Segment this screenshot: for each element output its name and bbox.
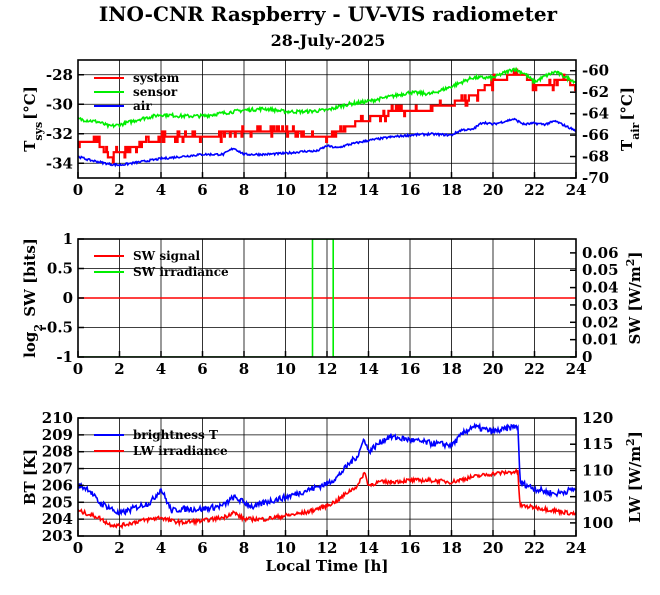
y-tick-label-right: 120 bbox=[582, 409, 613, 427]
y-tick-label-left: 209 bbox=[42, 426, 73, 444]
y-tick-label-right: -66 bbox=[582, 126, 609, 144]
x-tick-label: 18 bbox=[441, 360, 462, 378]
y-tick-label-right: 115 bbox=[582, 435, 613, 453]
x-tick-label: 4 bbox=[156, 539, 166, 557]
x-tick-label: 18 bbox=[441, 539, 462, 557]
y-tick-label-right: 0.05 bbox=[582, 261, 619, 279]
y-tick-label-right: 0.02 bbox=[582, 313, 619, 331]
y-tick-label-right: -70 bbox=[582, 169, 609, 187]
x-tick-label: 20 bbox=[483, 360, 504, 378]
y-tick-label-left: -32 bbox=[46, 125, 73, 143]
y-axis-label-right: LW [W/m2] bbox=[624, 431, 645, 523]
x-axis-label: Local Time [h] bbox=[266, 557, 389, 575]
y-tick-label-left: -34 bbox=[46, 154, 73, 172]
x-tick-label: 14 bbox=[358, 181, 379, 199]
y-tick-label-left: 210 bbox=[42, 409, 73, 427]
x-tick-label: 0 bbox=[73, 539, 83, 557]
y-tick-label-left: 205 bbox=[42, 493, 73, 511]
x-tick-label: 22 bbox=[524, 360, 545, 378]
y-tick-label-right: -60 bbox=[582, 62, 609, 80]
x-tick-label: 20 bbox=[483, 181, 504, 199]
x-tick-label: 12 bbox=[317, 181, 338, 199]
x-tick-label: 6 bbox=[197, 539, 207, 557]
x-tick-label: 12 bbox=[317, 539, 338, 557]
y-tick-label-right: -64 bbox=[582, 105, 609, 123]
legend-label: brightness T bbox=[133, 428, 218, 442]
legend-label: sensor bbox=[133, 85, 178, 99]
y-tick-label-left: 208 bbox=[42, 443, 73, 461]
y-tick-label-right: -62 bbox=[582, 83, 609, 101]
x-tick-label: 22 bbox=[524, 181, 545, 199]
y-tick-label-right: -68 bbox=[582, 148, 609, 166]
x-tick-label: 2 bbox=[114, 539, 124, 557]
series-line-brightness-t bbox=[78, 422, 576, 517]
y-tick-label-right: 0.04 bbox=[582, 279, 619, 297]
chart-panel-1: 0 2 4 6 8 10 12 14 16 18 20 22 24-34-32-30-28-70-68-… bbox=[21, 59, 642, 199]
y-tick-label-left: 0.5 bbox=[47, 260, 73, 278]
x-tick-label: 20 bbox=[483, 539, 504, 557]
x-tick-label: 16 bbox=[400, 360, 421, 378]
x-tick-label: 24 bbox=[566, 360, 587, 378]
y-tick-label-right: 0.03 bbox=[582, 296, 619, 314]
x-tick-label: 16 bbox=[400, 181, 421, 199]
series-line-system bbox=[78, 68, 576, 164]
y-tick-label-right: 110 bbox=[582, 461, 613, 479]
x-tick-label: 10 bbox=[275, 181, 296, 199]
legend-label: system bbox=[133, 71, 180, 85]
y-axis-label-right: Tair[°C] bbox=[618, 87, 642, 151]
legend-label: SW irradiance bbox=[133, 265, 229, 279]
x-tick-label: 24 bbox=[566, 181, 587, 199]
y-tick-label-left: 0 bbox=[63, 289, 73, 307]
y-tick-label-left: 206 bbox=[42, 476, 73, 494]
series-line-air bbox=[78, 117, 576, 168]
y-tick-label-right: 105 bbox=[582, 488, 613, 506]
y-tick-label-right: 0 bbox=[582, 348, 592, 366]
x-tick-label: 22 bbox=[524, 539, 545, 557]
x-tick-label: 0 bbox=[73, 181, 83, 199]
x-tick-label: 2 bbox=[114, 360, 124, 378]
y-tick-label-right: 100 bbox=[582, 514, 613, 532]
x-tick-label: 10 bbox=[275, 539, 296, 557]
y-tick-label-left: 1 bbox=[63, 230, 73, 248]
figure-title: INO-CNR Raspberry - UV-VIS radiometer bbox=[99, 2, 558, 26]
chart-panel-2: 0 2 4 6 8 10 12 14 16 18 20 22 24-1-0.500.5100.010.0… bbox=[21, 230, 644, 378]
x-tick-label: 0 bbox=[73, 360, 83, 378]
y-tick-label-left: -1 bbox=[56, 348, 73, 366]
series-line-sensor bbox=[78, 66, 576, 130]
legend-label: SW signal bbox=[133, 249, 201, 263]
y-tick-label-left: -28 bbox=[46, 66, 73, 84]
x-tick-label: 4 bbox=[156, 360, 166, 378]
y-axis-label-right: SW [W/m2] bbox=[624, 252, 645, 345]
y-tick-label-left: -0.5 bbox=[41, 319, 73, 337]
y-tick-label-right: 0.06 bbox=[582, 244, 619, 262]
x-tick-label: 10 bbox=[275, 360, 296, 378]
y-tick-label-left: -30 bbox=[46, 95, 73, 113]
y-tick-label-left: 207 bbox=[42, 460, 73, 478]
x-tick-label: 8 bbox=[239, 539, 249, 557]
x-tick-label: 14 bbox=[358, 360, 379, 378]
x-tick-label: 6 bbox=[197, 181, 207, 199]
x-tick-label: 18 bbox=[441, 181, 462, 199]
y-tick-label-left: 203 bbox=[42, 527, 73, 545]
y-axis-label-left: Tsys[°C] bbox=[21, 86, 45, 152]
x-tick-label: 6 bbox=[197, 360, 207, 378]
x-tick-label: 2 bbox=[114, 181, 124, 199]
y-axis-label-left: BT [K] bbox=[21, 449, 39, 505]
x-tick-label: 8 bbox=[239, 181, 249, 199]
chart-panel-3: 0 2 4 6 8 10 12 14 16 18 20 22 242032042052062072082… bbox=[21, 409, 644, 575]
legend-label: air bbox=[133, 99, 152, 113]
y-axis-label-left: log2 SW [bits] bbox=[21, 238, 45, 358]
x-tick-label: 16 bbox=[400, 539, 421, 557]
legend-label: LW irradiance bbox=[133, 444, 228, 458]
x-tick-label: 12 bbox=[317, 360, 338, 378]
y-tick-label-right: 0.01 bbox=[582, 331, 619, 349]
figure-subtitle: 28-July-2025 bbox=[271, 31, 386, 50]
x-tick-label: 4 bbox=[156, 181, 166, 199]
x-tick-label: 24 bbox=[566, 539, 587, 557]
x-tick-label: 8 bbox=[239, 360, 249, 378]
series-line-lw-irradiance bbox=[78, 467, 576, 530]
y-tick-label-left: 204 bbox=[42, 510, 73, 528]
x-tick-label: 14 bbox=[358, 539, 379, 557]
